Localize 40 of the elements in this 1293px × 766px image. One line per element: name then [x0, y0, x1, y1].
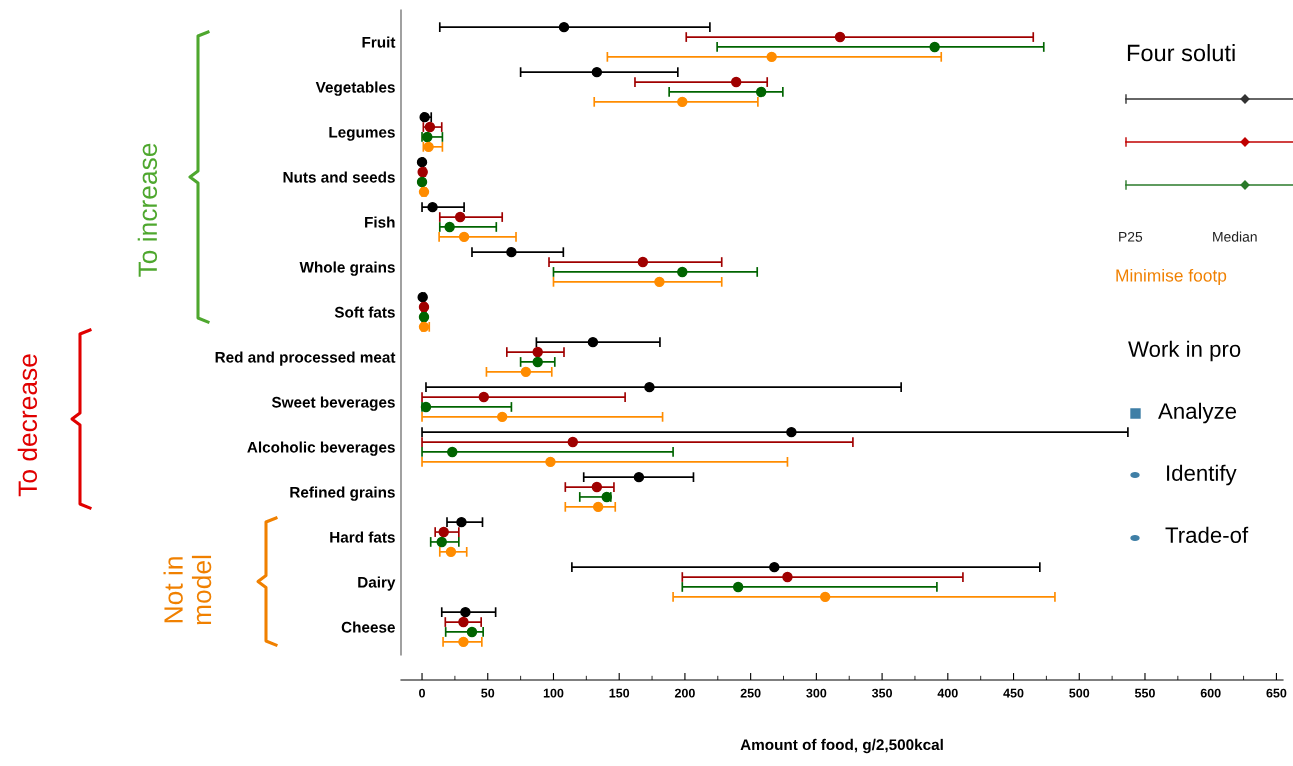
x-tick-label: 200	[674, 688, 695, 698]
y-tick-label: Alcoholic beverages	[247, 441, 395, 456]
y-tick-label: Cheese	[341, 621, 395, 633]
text: To increase	[137, 143, 158, 277]
annotation: Four soluti	[1127, 44, 1235, 62]
x-tick-label: 400	[937, 688, 958, 698]
y-tick-label: Refined grains	[290, 486, 395, 501]
y-tick-label: Soft fats	[334, 306, 395, 318]
y-tick-label: Legumes	[329, 126, 395, 141]
y-tick-label: Red and processed meat	[215, 351, 396, 366]
annotation: Minimise footp	[1116, 268, 1227, 286]
annotation: Identify	[1167, 464, 1237, 486]
text: To decrease	[17, 354, 38, 497]
y-tick-label: Nuts and seeds	[283, 171, 395, 183]
x-tick-label: 50	[481, 688, 495, 698]
y-tick-label: Fish	[365, 216, 395, 228]
annotation: Analyze	[1158, 402, 1237, 424]
y-tick-label: Whole grains	[299, 261, 395, 276]
annotation: Median	[1213, 231, 1257, 242]
annotation: Work in pro	[1128, 340, 1241, 362]
y-tick-label: Fruit	[362, 36, 396, 48]
x-tick-label: 0	[419, 688, 425, 698]
annotation: P25	[1119, 231, 1143, 242]
x-tick-label: 300	[806, 688, 827, 698]
y-tick-label: Sweet beverages	[271, 396, 395, 411]
y-tick-label: Hard fats	[330, 531, 395, 543]
x-tick-label: 350	[871, 688, 893, 698]
y-tick-label: Vegetables	[315, 81, 395, 96]
text: Not in model	[163, 555, 212, 625]
x-tick-label: 150	[609, 688, 630, 698]
x-tick-label: 500	[1069, 688, 1090, 698]
x-tick-label: 100	[543, 688, 564, 698]
x-tick-label: 450	[1003, 688, 1024, 698]
x-tick-label: 650	[1266, 688, 1287, 698]
annotation: Trade-of	[1165, 526, 1249, 543]
x-axis-title: Amount of food, g/2,500kcal	[740, 738, 943, 754]
x-tick-label: 250	[740, 688, 761, 698]
x-tick-label: 550	[1134, 688, 1155, 698]
y-tick-label: Dairy	[358, 576, 396, 591]
x-tick-label: 600	[1200, 688, 1221, 698]
